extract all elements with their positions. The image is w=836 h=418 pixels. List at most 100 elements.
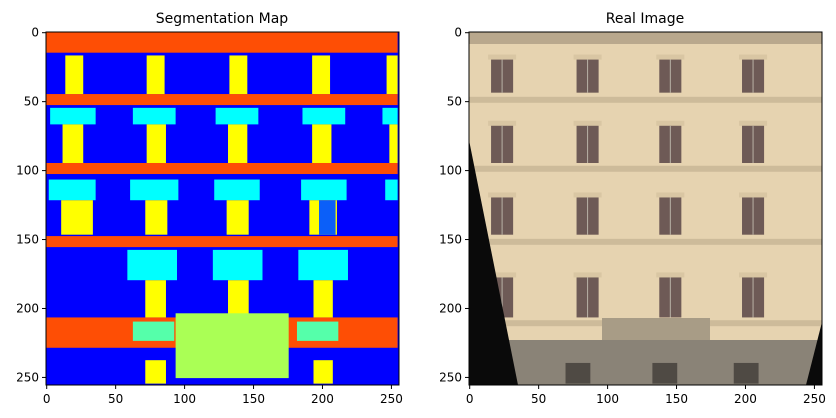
y-tick-label: 250 — [439, 370, 462, 384]
photo-window-head — [488, 272, 517, 278]
y-tick-label: 0 — [454, 26, 462, 40]
x-tick-label: 50 — [108, 392, 123, 406]
segment-balcony — [132, 321, 175, 341]
photo-window-head — [573, 192, 602, 198]
segment-window — [229, 55, 248, 95]
photo-cornice — [469, 32, 822, 44]
segment-sill — [382, 107, 398, 125]
y-tick-label: 50 — [447, 95, 462, 109]
photo-ticks: 0 50 100 150 200 250 0 50 100 150 200 250 — [439, 26, 826, 406]
segmentation-title: Segmentation Map — [156, 11, 289, 27]
segment-window — [145, 200, 168, 235]
x-tick-label: 250 — [380, 392, 403, 406]
photo-window-head — [573, 120, 602, 126]
photo-window-head — [656, 54, 685, 60]
segment-sill — [130, 179, 179, 201]
photo-frame — [468, 31, 823, 386]
photo-window-head — [573, 54, 602, 60]
y-tick-label: 100 — [16, 164, 39, 178]
segment-window — [228, 280, 249, 318]
x-tick-label: 100 — [596, 392, 619, 406]
x-tick-label: 0 — [43, 392, 51, 406]
photo-base-window — [733, 362, 759, 384]
photo-window-head — [739, 54, 768, 60]
x-tick-label: 50 — [531, 392, 546, 406]
photo-base-window — [652, 362, 678, 384]
segment-window — [313, 360, 333, 384]
segmentation-regions — [46, 32, 398, 384]
segmentation-panel: Segmentation Map 0 50 100 150 200 250 0 50 100 15… — [16, 11, 403, 406]
segment-facade — [46, 32, 398, 53]
segment-sill — [301, 179, 347, 201]
segment-window — [313, 280, 333, 318]
photo-window-head — [573, 272, 602, 278]
x-tick-label: 150 — [665, 392, 688, 406]
segment-window — [386, 55, 398, 95]
segment-window — [312, 124, 332, 163]
segment-sill — [215, 107, 259, 125]
segment-sill — [298, 249, 348, 281]
photo-window-head — [488, 120, 517, 126]
segment-sill — [48, 179, 96, 201]
photo-title: Real Image — [606, 11, 684, 27]
segment-window — [62, 124, 84, 163]
photo-window-head — [739, 120, 768, 126]
photo-window-head — [739, 272, 768, 278]
photo-base-window — [565, 362, 591, 384]
x-tick-label: 0 — [466, 392, 474, 406]
photo-windows — [488, 54, 768, 318]
segment-sill — [132, 107, 176, 125]
photo-dark-right — [806, 322, 822, 385]
segment-sill — [127, 249, 177, 281]
photo-window-head — [488, 54, 517, 60]
segmentation-ticks: 0 50 100 150 200 250 0 50 100 150 200 250 — [16, 26, 403, 406]
x-tick-label: 200 — [734, 392, 757, 406]
segment-window — [226, 200, 249, 235]
segment-window — [145, 280, 166, 318]
photo-ledge — [469, 238, 822, 245]
y-tick-label: 250 — [16, 370, 39, 384]
photo-window-head — [488, 192, 517, 198]
segment-window — [312, 55, 331, 95]
segment-door — [319, 200, 336, 235]
y-tick-label: 150 — [16, 233, 39, 247]
photo-image — [469, 32, 822, 385]
photo-ledge — [469, 165, 822, 172]
photo-window-head — [656, 120, 685, 126]
photo-base — [469, 340, 822, 385]
y-tick-label: 50 — [24, 95, 39, 109]
segment-window — [146, 124, 166, 163]
photo-dark-left — [469, 140, 518, 385]
segment-shop — [175, 313, 289, 379]
photo-base-windows — [565, 362, 759, 384]
segment-window — [389, 124, 398, 163]
y-tick-label: 200 — [16, 301, 39, 315]
photo-ledge — [469, 96, 822, 103]
y-tick-label: 0 — [31, 26, 39, 40]
photo-window-head — [656, 192, 685, 198]
photo-panel: Real Image 0 50 100 150 200 250 0 50 100 150 200 25… — [439, 11, 826, 406]
x-tick-label: 100 — [173, 392, 196, 406]
x-tick-label: 250 — [803, 392, 826, 406]
photo-window-head — [739, 192, 768, 198]
x-tick-label: 150 — [242, 392, 265, 406]
y-tick-label: 150 — [439, 233, 462, 247]
segment-window — [146, 55, 165, 95]
segment-balcony — [296, 321, 339, 341]
segment-sill — [212, 249, 263, 281]
segment-facade — [46, 162, 398, 175]
photo-window-head — [656, 272, 685, 278]
segment-facade — [46, 94, 398, 106]
segment-window — [61, 200, 93, 235]
segment-window — [145, 360, 166, 384]
segment-window — [228, 124, 248, 163]
x-tick-label: 200 — [311, 392, 334, 406]
segmentation-frame — [45, 31, 400, 386]
y-tick-label: 200 — [439, 301, 462, 315]
segment-sill — [385, 179, 398, 201]
y-tick-label: 100 — [439, 164, 462, 178]
segment-facade — [46, 236, 398, 248]
segment-window — [65, 55, 84, 95]
segment-sill — [214, 179, 260, 201]
